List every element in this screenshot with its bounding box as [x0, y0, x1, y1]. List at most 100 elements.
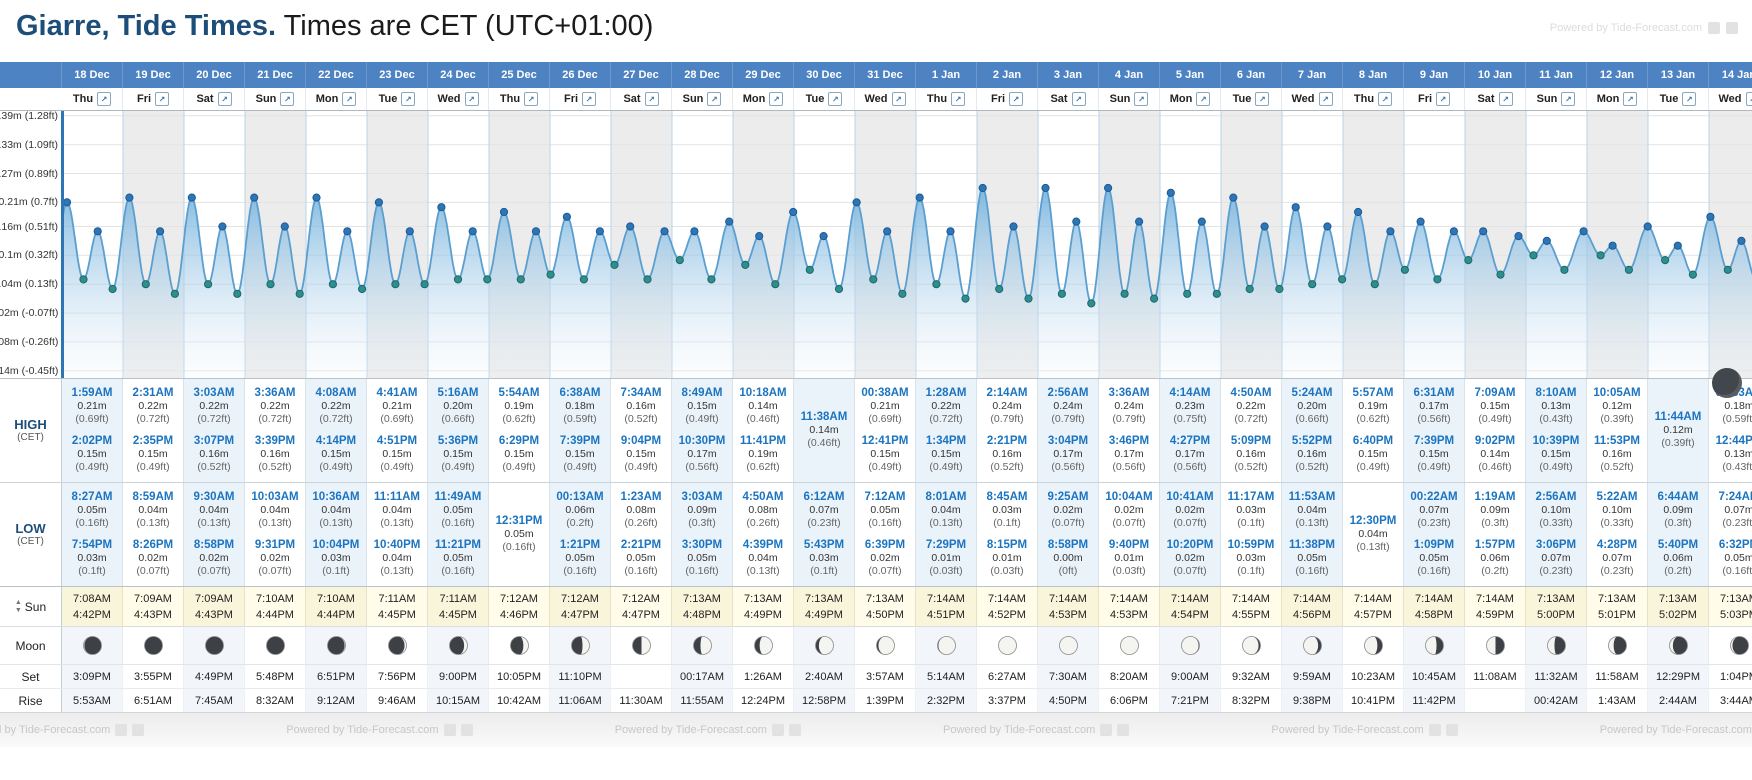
- weekday-cell[interactable]: Sat ↗: [1465, 88, 1526, 110]
- social-icon[interactable]: [132, 724, 145, 736]
- sun-row-label[interactable]: ▲ ▼ Sun: [0, 587, 62, 626]
- date-cell[interactable]: 27 Dec: [611, 62, 672, 88]
- weekday-cell[interactable]: Tue ↗: [1648, 88, 1709, 110]
- date-cell[interactable]: 21 Dec: [245, 62, 306, 88]
- social-icon[interactable]: [788, 724, 801, 736]
- date-cell[interactable]: 3 Jan: [1038, 62, 1099, 88]
- weekday-cell[interactable]: Sun ↗: [1526, 88, 1587, 110]
- expand-day-icon[interactable]: ↗: [1009, 92, 1024, 106]
- date-cell[interactable]: 28 Dec: [672, 62, 733, 88]
- powered-by-link[interactable]: Powered by Tide-Forecast.com: [1271, 724, 1458, 736]
- weekday-cell[interactable]: Fri ↗: [123, 88, 184, 110]
- expand-day-icon[interactable]: ↗: [582, 92, 597, 106]
- weekday-cell[interactable]: Sat ↗: [184, 88, 245, 110]
- video-icon[interactable]: [1100, 724, 1113, 736]
- date-cell[interactable]: 31 Dec: [855, 62, 916, 88]
- expand-day-icon[interactable]: ↗: [464, 92, 479, 106]
- social-icon[interactable]: [1445, 724, 1458, 736]
- expand-day-icon[interactable]: ↗: [951, 92, 966, 106]
- expand-day-icon[interactable]: ↗: [707, 92, 722, 106]
- date-cell[interactable]: 4 Jan: [1099, 62, 1160, 88]
- weekday-cell[interactable]: Thu ↗: [916, 88, 977, 110]
- date-cell[interactable]: 9 Jan: [1404, 62, 1465, 88]
- date-cell[interactable]: 23 Dec: [367, 62, 428, 88]
- expand-day-icon[interactable]: ↗: [644, 92, 659, 106]
- date-cell[interactable]: 24 Dec: [428, 62, 489, 88]
- date-cell[interactable]: 25 Dec: [489, 62, 550, 88]
- powered-by-link[interactable]: Powered by Tide-Forecast.com: [943, 724, 1130, 736]
- video-icon[interactable]: [1708, 22, 1720, 34]
- weekday-cell[interactable]: Fri ↗: [977, 88, 1038, 110]
- date-cell[interactable]: 19 Dec: [123, 62, 184, 88]
- expand-day-icon[interactable]: ↗: [217, 92, 232, 106]
- weekday-cell[interactable]: Wed↗: [428, 88, 489, 110]
- expand-day-icon[interactable]: ↗: [891, 92, 906, 106]
- date-cell[interactable]: 29 Dec: [733, 62, 794, 88]
- date-cell[interactable]: 13 Jan: [1648, 62, 1709, 88]
- weekday-cell[interactable]: Tue ↗: [1221, 88, 1282, 110]
- date-cell[interactable]: 12 Jan: [1587, 62, 1648, 88]
- weekday-cell[interactable]: Sat ↗: [611, 88, 672, 110]
- expand-day-icon[interactable]: ↗: [1378, 92, 1393, 106]
- powered-by-link[interactable]: Powered by Tide-Forecast.com: [615, 724, 801, 736]
- expand-day-icon[interactable]: ↗: [97, 92, 112, 106]
- video-icon[interactable]: [115, 724, 128, 736]
- expand-day-icon[interactable]: ↗: [769, 92, 784, 106]
- video-icon[interactable]: [1428, 724, 1441, 736]
- social-icon[interactable]: [460, 724, 473, 736]
- weekday-cell[interactable]: Fri ↗: [550, 88, 611, 110]
- date-cell[interactable]: 30 Dec: [794, 62, 855, 88]
- expand-day-icon[interactable]: ↗: [1561, 92, 1576, 106]
- date-cell[interactable]: 10 Jan: [1465, 62, 1526, 88]
- date-cell[interactable]: 20 Dec: [184, 62, 245, 88]
- date-cell[interactable]: 11 Jan: [1526, 62, 1587, 88]
- expand-day-icon[interactable]: ↗: [280, 92, 295, 106]
- weekday-cell[interactable]: Wed↗: [1709, 88, 1752, 110]
- expand-day-icon[interactable]: ↗: [1498, 92, 1513, 106]
- weekday-cell[interactable]: Sun ↗: [245, 88, 306, 110]
- powered-by-link-top[interactable]: Powered by Tide-Forecast.com: [1550, 22, 1738, 34]
- date-cell[interactable]: 6 Jan: [1221, 62, 1282, 88]
- video-icon[interactable]: [771, 724, 784, 736]
- expand-day-icon[interactable]: ↗: [1255, 92, 1270, 106]
- expand-day-icon[interactable]: ↗: [1623, 92, 1638, 106]
- weekday-cell[interactable]: Thu ↗: [62, 88, 123, 110]
- powered-by-link[interactable]: Powered by Tide-Forecast.com: [1600, 724, 1752, 736]
- date-cell[interactable]: 14 Jan: [1709, 62, 1752, 88]
- date-cell[interactable]: 22 Dec: [306, 62, 367, 88]
- weekday-cell[interactable]: Thu ↗: [489, 88, 550, 110]
- expand-day-icon[interactable]: ↗: [1071, 92, 1086, 106]
- weekday-cell[interactable]: Mon ↗: [1587, 88, 1648, 110]
- date-cell[interactable]: 1 Jan: [916, 62, 977, 88]
- expand-day-icon[interactable]: ↗: [1436, 92, 1451, 106]
- expand-day-icon[interactable]: ↗: [401, 92, 416, 106]
- weekday-cell[interactable]: Fri ↗: [1404, 88, 1465, 110]
- expand-day-icon[interactable]: ↗: [1745, 92, 1752, 106]
- weekday-cell[interactable]: Sat ↗: [1038, 88, 1099, 110]
- date-cell[interactable]: 18 Dec: [62, 62, 123, 88]
- weekday-cell[interactable]: Tue ↗: [367, 88, 428, 110]
- weekday-cell[interactable]: Thu ↗: [1343, 88, 1404, 110]
- video-icon[interactable]: [443, 724, 456, 736]
- expand-day-icon[interactable]: ↗: [1196, 92, 1211, 106]
- weekday-cell[interactable]: Wed↗: [1282, 88, 1343, 110]
- powered-by-link[interactable]: Powered by Tide-Forecast.com: [0, 724, 145, 736]
- weekday-cell[interactable]: Tue ↗: [794, 88, 855, 110]
- weekday-cell[interactable]: Wed↗: [855, 88, 916, 110]
- date-cell[interactable]: 26 Dec: [550, 62, 611, 88]
- expand-day-icon[interactable]: ↗: [1682, 92, 1697, 106]
- weekday-cell[interactable]: Mon ↗: [733, 88, 794, 110]
- expand-day-icon[interactable]: ↗: [342, 92, 357, 106]
- weekday-cell[interactable]: Sun ↗: [672, 88, 733, 110]
- weekday-cell[interactable]: Mon ↗: [306, 88, 367, 110]
- powered-by-link[interactable]: Powered by Tide-Forecast.com: [286, 724, 473, 736]
- expand-day-icon[interactable]: ↗: [828, 92, 843, 106]
- social-icon[interactable]: [1117, 724, 1130, 736]
- weekday-cell[interactable]: Sun ↗: [1099, 88, 1160, 110]
- date-cell[interactable]: 2 Jan: [977, 62, 1038, 88]
- expand-day-icon[interactable]: ↗: [1134, 92, 1149, 106]
- expand-day-icon[interactable]: ↗: [524, 92, 539, 106]
- date-cell[interactable]: 5 Jan: [1160, 62, 1221, 88]
- more-days-indicator[interactable]: [1712, 368, 1742, 398]
- social-icon[interactable]: [1726, 22, 1738, 34]
